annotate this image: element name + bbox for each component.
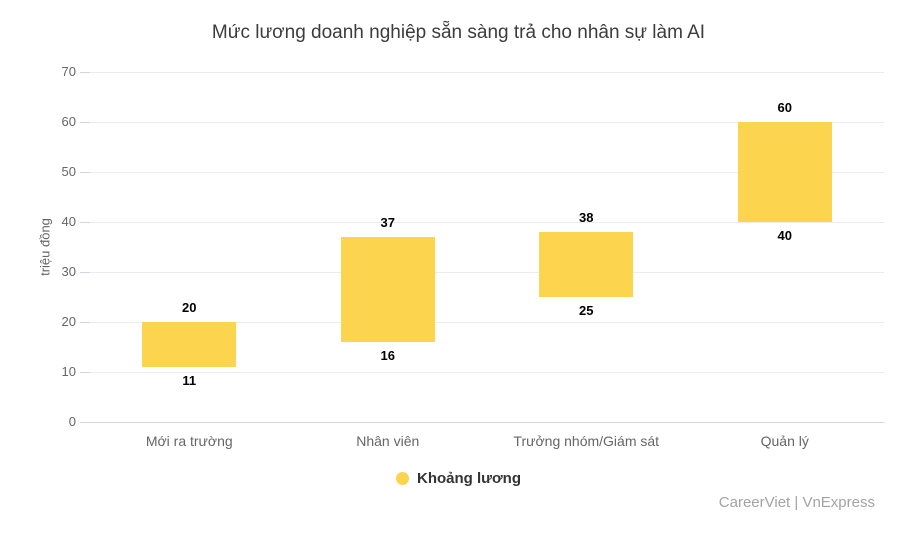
y-axis-tick (80, 122, 90, 123)
y-axis-tick (80, 322, 90, 323)
gridline (90, 322, 884, 323)
y-tick-label: 30 (61, 264, 76, 279)
y-tick-label: 0 (68, 414, 76, 429)
x-category-label: Mới ra trường (145, 433, 233, 449)
gridline (90, 222, 884, 223)
chart-credits: CareerViet | VnExpress (718, 494, 875, 511)
plot-area: 20 11 37 16 38 25 60 40 (80, 72, 884, 423)
bar-high-value-label: 60 (777, 100, 792, 115)
legend: Khoảng lương (0, 470, 917, 487)
range-bar[interactable] (539, 232, 634, 297)
gridline (90, 372, 884, 373)
range-bar[interactable] (340, 237, 435, 342)
legend-item-khoang-luong[interactable]: Khoảng lương (395, 470, 521, 487)
y-axis-tick (80, 272, 90, 273)
y-axis-tick (80, 72, 90, 73)
y-tick-label: 10 (61, 364, 76, 379)
gridline (90, 122, 884, 123)
range-bar[interactable] (142, 322, 237, 367)
x-category-label: Trưởng nhóm/Giám sát (513, 433, 660, 449)
y-tick-label: 20 (61, 314, 76, 329)
gridline (90, 272, 884, 273)
chart-title: Mức lương doanh nghiệp sẵn sàng trả cho … (211, 22, 706, 43)
x-category-label: Quản lý (760, 433, 809, 449)
bar-high-value-label: 38 (579, 210, 594, 225)
x-axis-line (90, 422, 884, 423)
bar-low-value-label: 11 (182, 373, 197, 388)
y-tick-label: 50 (61, 164, 76, 179)
bar-low-value-label: 40 (777, 228, 792, 243)
legend-label: Khoảng lương (416, 470, 521, 487)
x-category-label: Nhân viên (356, 433, 420, 449)
legend-marker-icon (395, 472, 409, 485)
y-axis-tick (80, 172, 90, 173)
bar-high-value-label: 37 (380, 215, 395, 230)
y-tick-label: 60 (61, 114, 76, 129)
y-axis-tick (80, 372, 90, 373)
y-tick-label: 70 (61, 64, 76, 79)
bar-low-value-label: 25 (579, 303, 594, 318)
gridline (90, 72, 884, 73)
y-axis-tick (80, 222, 90, 223)
y-axis-tick (80, 422, 90, 423)
y-tick-label: 40 (61, 214, 76, 229)
bar-high-value-label: 20 (182, 300, 197, 315)
bar-low-value-label: 16 (380, 348, 395, 363)
range-bar[interactable] (737, 122, 832, 222)
gridline (90, 172, 884, 173)
